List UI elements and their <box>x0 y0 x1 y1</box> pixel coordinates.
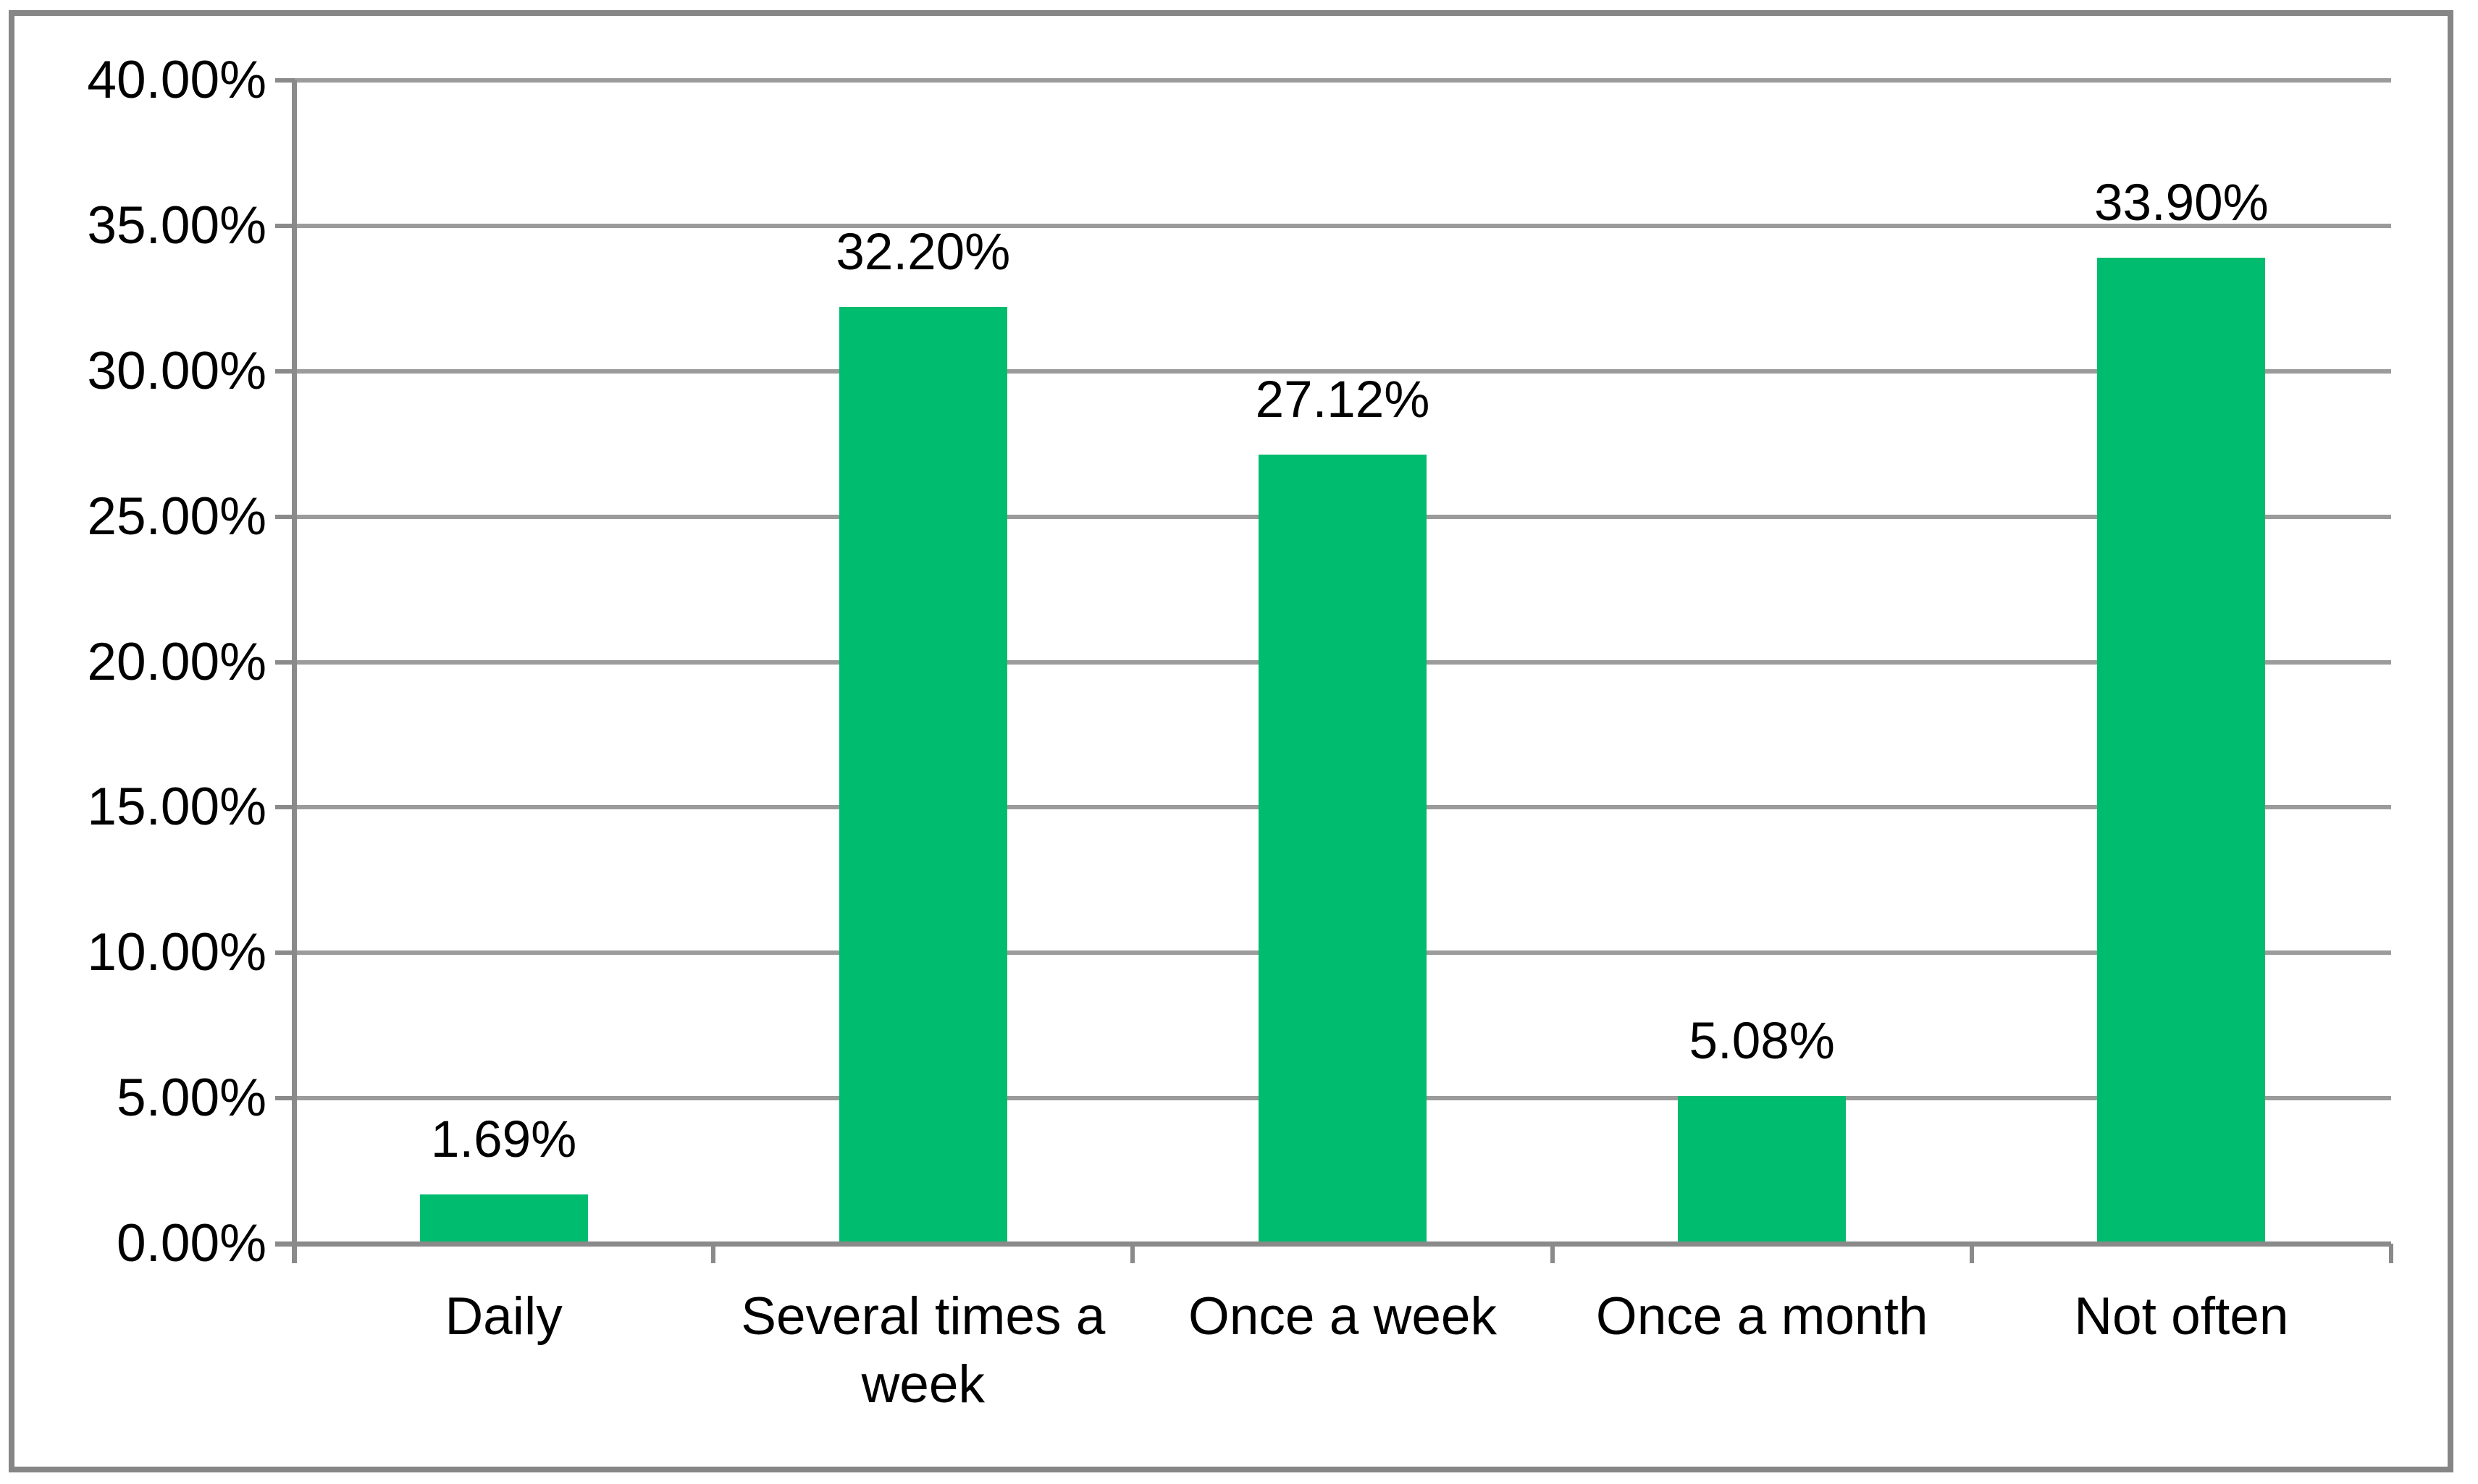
x-category-label: Not often <box>2074 1287 2289 1346</box>
y-axis-tick <box>275 805 295 810</box>
chart-outer-frame <box>9 10 2453 1472</box>
bar-value-label: 33.90% <box>2093 174 2269 232</box>
y-axis-tick-label: 0.00% <box>117 1214 266 1273</box>
bar-value-label: 5.08% <box>1689 1012 1835 1070</box>
x-category-label: Once a month <box>1595 1287 1928 1346</box>
bar <box>839 307 1007 1241</box>
y-axis-tick <box>275 223 295 228</box>
y-axis-tick <box>275 950 295 956</box>
y-axis-line <box>292 80 297 1263</box>
x-category-label: Several times a week <box>741 1287 1106 1414</box>
y-axis-tick-label: 25.00% <box>87 486 266 546</box>
x-category-label: Daily <box>445 1287 563 1346</box>
y-axis-tick <box>275 1096 295 1101</box>
bar <box>1259 455 1427 1241</box>
y-gridline <box>294 78 2391 83</box>
y-axis-tick <box>275 368 295 374</box>
bar <box>419 1194 588 1241</box>
y-axis-tick-label: 40.00% <box>87 51 266 109</box>
y-axis-tick <box>275 514 295 519</box>
x-axis-tick <box>1130 1244 1135 1263</box>
y-axis-tick-label: 15.00% <box>87 777 266 837</box>
bar <box>1678 1095 1847 1241</box>
bar-value-label: 1.69% <box>430 1111 577 1169</box>
y-axis-tick <box>275 78 295 83</box>
x-axis-tick <box>2389 1244 2393 1263</box>
y-gridline <box>294 223 2391 228</box>
y-axis-tick-label: 5.00% <box>117 1068 266 1128</box>
x-category-label: Once a week <box>1188 1287 1498 1346</box>
y-axis-tick-label: 30.00% <box>87 341 266 400</box>
y-gridline <box>294 368 2391 374</box>
x-axis-tick <box>711 1244 716 1263</box>
x-axis-tick <box>1969 1244 1974 1263</box>
y-axis-tick <box>275 659 295 665</box>
x-axis-tick <box>1550 1244 1555 1263</box>
bar-value-label: 32.20% <box>836 224 1011 282</box>
y-axis-tick-label: 20.00% <box>87 632 266 691</box>
bar <box>2097 258 2266 1241</box>
y-axis-tick-label: 35.00% <box>87 195 266 255</box>
x-axis-line <box>275 1241 2391 1247</box>
bar-value-label: 27.12% <box>1255 371 1430 429</box>
y-axis-tick-label: 10.00% <box>87 923 266 982</box>
